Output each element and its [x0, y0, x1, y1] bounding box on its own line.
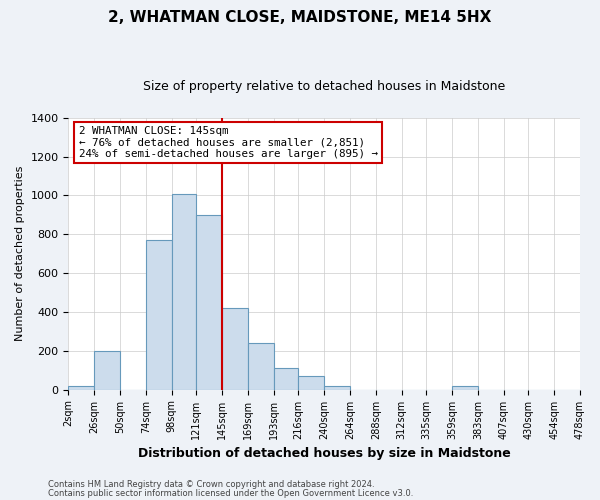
Text: 2 WHATMAN CLOSE: 145sqm
← 76% of detached houses are smaller (2,851)
24% of semi: 2 WHATMAN CLOSE: 145sqm ← 76% of detache…	[79, 126, 377, 159]
Y-axis label: Number of detached properties: Number of detached properties	[15, 166, 25, 342]
X-axis label: Distribution of detached houses by size in Maidstone: Distribution of detached houses by size …	[138, 447, 511, 460]
Bar	[146, 240, 172, 390]
Bar	[274, 368, 298, 390]
Text: Contains public sector information licensed under the Open Government Licence v3: Contains public sector information licen…	[48, 488, 413, 498]
Title: Size of property relative to detached houses in Maidstone: Size of property relative to detached ho…	[143, 80, 505, 93]
Bar	[298, 376, 324, 390]
Bar	[222, 308, 248, 390]
Bar	[324, 386, 350, 390]
Text: Contains HM Land Registry data © Crown copyright and database right 2024.: Contains HM Land Registry data © Crown c…	[48, 480, 374, 489]
Bar	[248, 343, 274, 390]
Bar	[452, 386, 478, 390]
Bar	[68, 386, 94, 390]
Bar	[172, 194, 196, 390]
Bar	[94, 351, 120, 390]
Bar	[196, 215, 222, 390]
Text: 2, WHATMAN CLOSE, MAIDSTONE, ME14 5HX: 2, WHATMAN CLOSE, MAIDSTONE, ME14 5HX	[109, 10, 491, 25]
